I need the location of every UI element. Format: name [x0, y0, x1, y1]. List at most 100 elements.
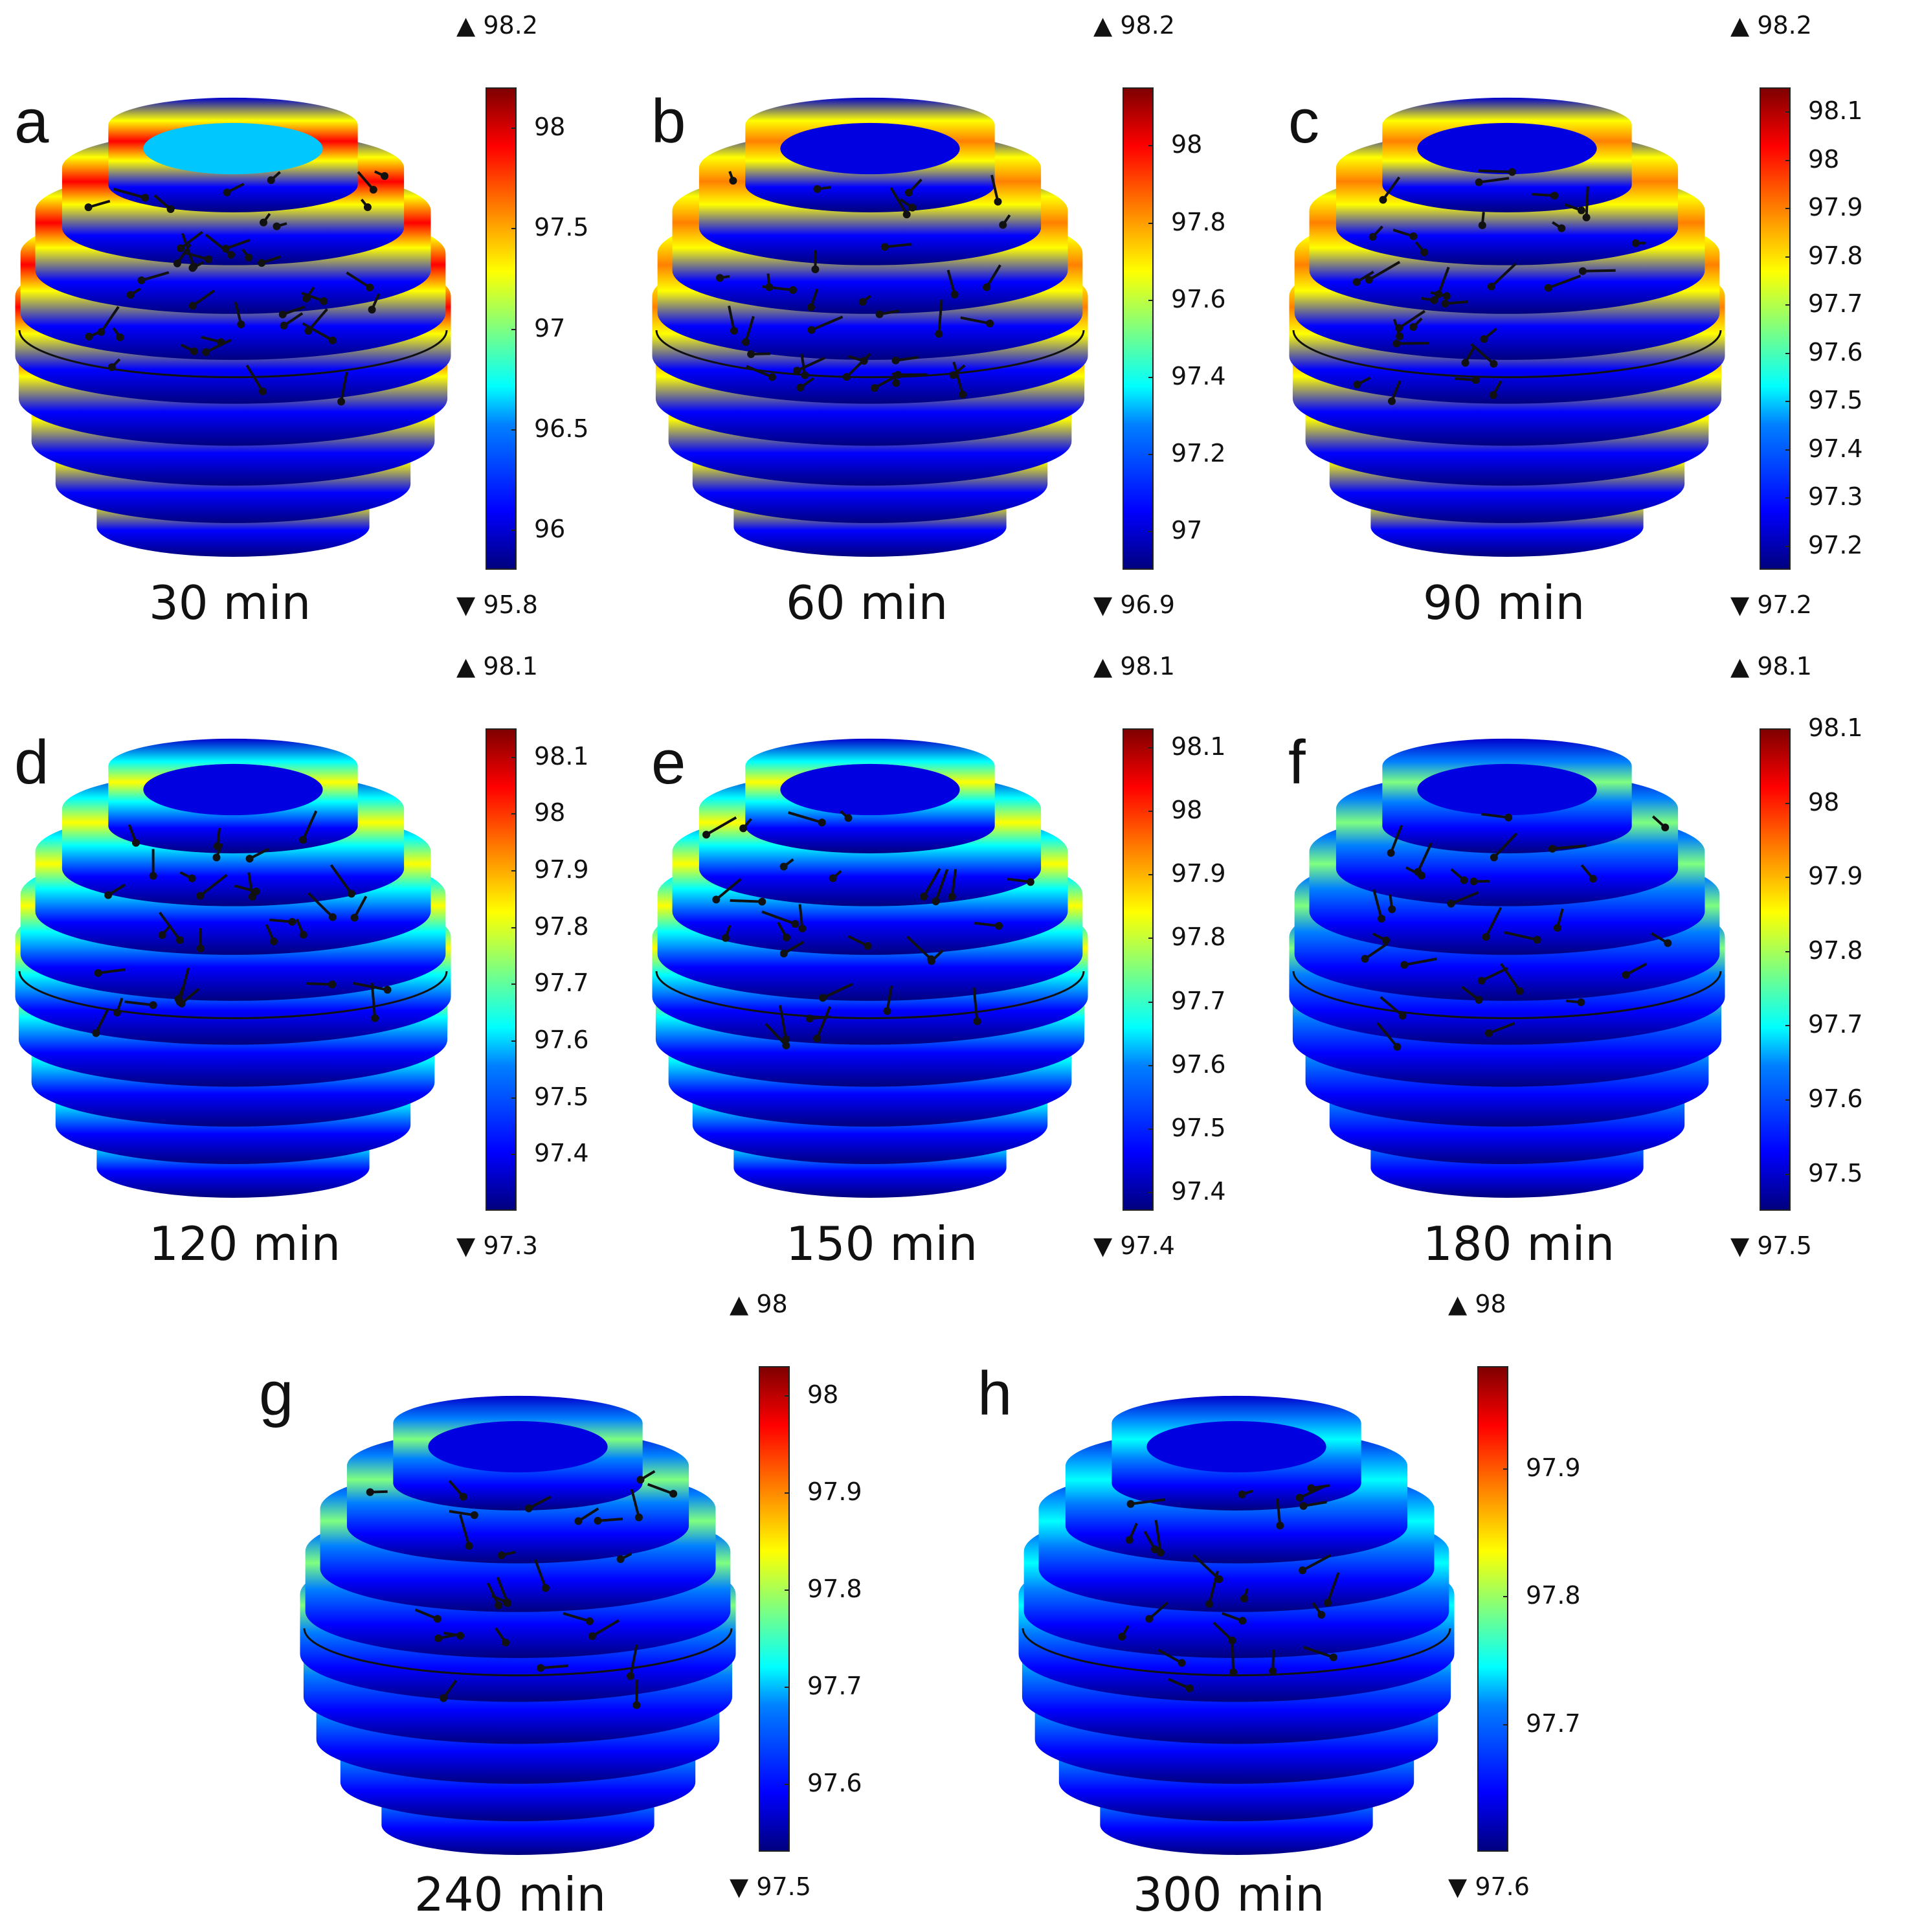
colorbar-tick-label: 97 [1171, 516, 1203, 545]
min-value: 97.4 [1120, 1231, 1175, 1260]
sphere-top-cap [780, 122, 960, 175]
flux-arrow [796, 356, 825, 372]
flux-arrow-head [1329, 1653, 1337, 1661]
colorbar-tick-mark [785, 1687, 790, 1688]
flux-arrow-head [196, 944, 205, 952]
flux-arrow [1396, 342, 1429, 345]
flux-arrow-head [381, 172, 389, 180]
flux-arrow-head [585, 1617, 594, 1625]
flux-arrow-head [1353, 380, 1361, 388]
flux-arrow-head [166, 205, 175, 214]
flux-arrow [1490, 262, 1517, 288]
flux-arrow-head [371, 1014, 379, 1022]
flux-arrow-head [221, 244, 230, 253]
flux-arrow [715, 878, 742, 901]
flux-arrow [1484, 906, 1503, 938]
flux-arrow [1213, 1621, 1233, 1642]
flux-arrow [985, 264, 1001, 288]
flux-arrow [353, 895, 368, 919]
temperature-sphere [15, 97, 451, 557]
flux-arrow-head [495, 1601, 503, 1610]
flux-arrow-head [627, 1672, 635, 1680]
flux-arrow [302, 322, 333, 342]
max-value: 98.2 [483, 11, 538, 39]
colorbar-tick-label: 97.8 [534, 912, 589, 941]
colorbar-tick-mark [511, 1154, 517, 1156]
panel-letter: h [978, 1359, 1012, 1428]
colorbar-tick-label: 97.4 [1171, 362, 1226, 390]
max-value: 98.1 [1120, 652, 1175, 680]
flux-arrow [761, 910, 796, 925]
flux-arrow [563, 1612, 590, 1623]
colorbar-tick-label: 97.8 [1808, 936, 1863, 965]
flux-arrow [307, 892, 334, 918]
flux-arrow [972, 987, 979, 1022]
colorbar-tick-label: 98 [1171, 130, 1203, 159]
flux-arrow-head [347, 890, 355, 898]
colorbar-tick-label: 97.6 [1171, 1050, 1226, 1079]
flux-arrow [1376, 1022, 1398, 1048]
flux-arrow-head [805, 1015, 814, 1023]
flux-arrow-head [574, 1517, 583, 1525]
colorbar-tick-mark [785, 1589, 790, 1591]
flux-arrow-head [113, 1009, 121, 1017]
colorbar-tick-label: 97.7 [807, 1672, 862, 1700]
flux-arrows [716, 170, 1011, 399]
flux-arrow-head [669, 1490, 678, 1498]
flux-arrow-head [1414, 868, 1422, 876]
flux-arrow [458, 1514, 471, 1547]
flux-arrow-head [721, 934, 730, 942]
colorbar-min-label: ▼ 95.8 [456, 592, 538, 617]
flux-arrow-head [739, 824, 748, 833]
flux-arrow [346, 271, 371, 289]
flux-arrow [1303, 1646, 1334, 1659]
colorbar-tick-label: 97.9 [807, 1477, 862, 1506]
flux-arrow [1552, 844, 1587, 850]
flux-arrow [1381, 176, 1401, 201]
flux-arrow [95, 1007, 109, 1034]
flux-arrow [1303, 1500, 1327, 1507]
min-value: 97.2 [1757, 590, 1812, 619]
flux-arrow-head [1323, 1599, 1332, 1607]
sphere-layers [1289, 738, 1725, 1198]
flux-arrow [886, 985, 893, 1012]
flux-arrow-head [260, 218, 268, 227]
colorbar-tick-mark [1503, 1596, 1508, 1598]
flux-arrow-head [258, 259, 266, 267]
colorbar-tick-mark [511, 983, 517, 985]
sphere-layers [1289, 97, 1725, 557]
colorbar-tick-mark [1785, 1025, 1791, 1027]
flux-arrow [946, 269, 956, 295]
flux-arrow-head [1548, 844, 1557, 853]
flux-arrow-head [131, 838, 140, 847]
flux-arrow-head [126, 291, 135, 299]
flux-arrow-head [880, 243, 889, 251]
sphere-layers [300, 1395, 736, 1855]
flux-arrow [730, 899, 763, 903]
colorbar-tick-mark [1148, 145, 1154, 147]
colorbar-tick-label: 98 [534, 798, 566, 827]
flux-arrow [598, 1518, 623, 1522]
flux-arrow-head [1420, 248, 1429, 256]
panel-letter: c [1288, 87, 1319, 156]
max-triangle-icon: ▲ [730, 1290, 757, 1318]
flux-arrow [205, 339, 232, 354]
flux-arrow [183, 251, 209, 261]
flux-arrow-head [212, 853, 221, 862]
flux-arrow-head [1387, 849, 1395, 857]
flux-arrow [1504, 931, 1538, 941]
flux-arrow-head [768, 373, 776, 381]
temperature-sphere [1018, 1395, 1455, 1855]
flux-arrow [1625, 962, 1648, 976]
colorbar [1123, 728, 1154, 1211]
flux-arrow [990, 174, 1000, 202]
colorbar-min-label: ▼ 97.3 [456, 1233, 538, 1258]
colorbar [1760, 728, 1791, 1211]
flux-arrow [934, 869, 949, 902]
flux-arrow-head [434, 1634, 443, 1643]
flux-arrow-head [813, 1034, 821, 1042]
flux-arrow-head [107, 363, 116, 372]
colorbar-tick-mark [511, 870, 517, 872]
flux-arrow [159, 912, 181, 941]
flux-arrow [1364, 942, 1389, 960]
